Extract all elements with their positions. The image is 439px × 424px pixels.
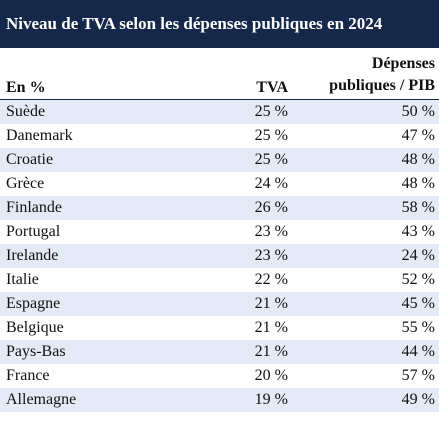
table-row: Danemark 25 % 47 %	[0, 124, 439, 148]
table-body: Suède 25 % 50 % Danemark 25 % 47 % Croat…	[0, 100, 439, 412]
tva-cell: 23 %	[254, 247, 288, 264]
depenses-cell: 48 %	[401, 151, 435, 168]
table-row: Allemagne 19 % 49 %	[0, 388, 439, 412]
country-cell: Irelande	[6, 247, 59, 264]
table-row: Grèce 24 % 48 %	[0, 172, 439, 196]
tva-cell: 25 %	[254, 127, 288, 144]
table-row: France 20 % 57 %	[0, 364, 439, 388]
depenses-cell: 24 %	[401, 247, 435, 264]
country-cell: Danemark	[6, 127, 73, 144]
depenses-cell: 43 %	[401, 223, 435, 240]
header-label: En %	[6, 79, 46, 96]
table-row: Croatie 25 % 48 %	[0, 148, 439, 172]
header-depenses-line1: Dépenses	[371, 55, 435, 72]
tva-cell: 24 %	[254, 175, 288, 192]
tva-cell: 21 %	[254, 295, 288, 312]
tva-cell: 19 %	[254, 391, 288, 408]
table-row: Italie 22 % 52 %	[0, 268, 439, 292]
table-header: En % TVA Dépenses publiques / PIB	[0, 52, 439, 100]
country-cell: Grèce	[6, 175, 45, 192]
depenses-cell: 45 %	[401, 295, 435, 312]
depenses-cell: 55 %	[401, 319, 435, 336]
tva-cell: 21 %	[254, 319, 288, 336]
tva-cell: 20 %	[254, 367, 288, 384]
tva-cell: 25 %	[254, 103, 288, 120]
table-row: Irelande 23 % 24 %	[0, 244, 439, 268]
depenses-cell: 58 %	[401, 199, 435, 216]
country-cell: Espagne	[6, 295, 61, 312]
header-depenses-line2: publiques / PIB	[329, 77, 435, 94]
table-row: Suède 25 % 50 %	[0, 100, 439, 124]
table-row: Belgique 21 % 55 %	[0, 316, 439, 340]
depenses-cell: 57 %	[401, 367, 435, 384]
header-tva: TVA	[256, 79, 288, 96]
table-title: Niveau de TVA selon les dépenses publiqu…	[0, 0, 439, 48]
country-cell: Finlande	[6, 199, 62, 216]
table-row: Espagne 21 % 45 %	[0, 292, 439, 316]
country-cell: Allemagne	[6, 391, 77, 408]
tva-cell: 26 %	[254, 199, 288, 216]
tva-cell: 23 %	[254, 223, 288, 240]
table-row: Portugal 23 % 43 %	[0, 220, 439, 244]
table-row: Finlande 26 % 58 %	[0, 196, 439, 220]
header-depenses: Dépenses publiques / PIB	[329, 53, 435, 97]
country-cell: Croatie	[6, 151, 54, 168]
tva-cell: 22 %	[254, 271, 288, 288]
table-row: Pays-Bas 21 % 44 %	[0, 340, 439, 364]
tva-cell: 25 %	[254, 151, 288, 168]
depenses-cell: 50 %	[401, 103, 435, 120]
depenses-cell: 47 %	[401, 127, 435, 144]
country-cell: Italie	[6, 271, 39, 288]
country-cell: Portugal	[6, 223, 61, 240]
country-cell: Suède	[6, 103, 46, 120]
depenses-cell: 48 %	[401, 175, 435, 192]
country-cell: Pays-Bas	[6, 343, 66, 360]
tva-cell: 21 %	[254, 343, 288, 360]
depenses-cell: 49 %	[401, 391, 435, 408]
depenses-cell: 44 %	[401, 343, 435, 360]
country-cell: Belgique	[6, 319, 64, 336]
country-cell: France	[6, 367, 50, 384]
depenses-cell: 52 %	[401, 271, 435, 288]
